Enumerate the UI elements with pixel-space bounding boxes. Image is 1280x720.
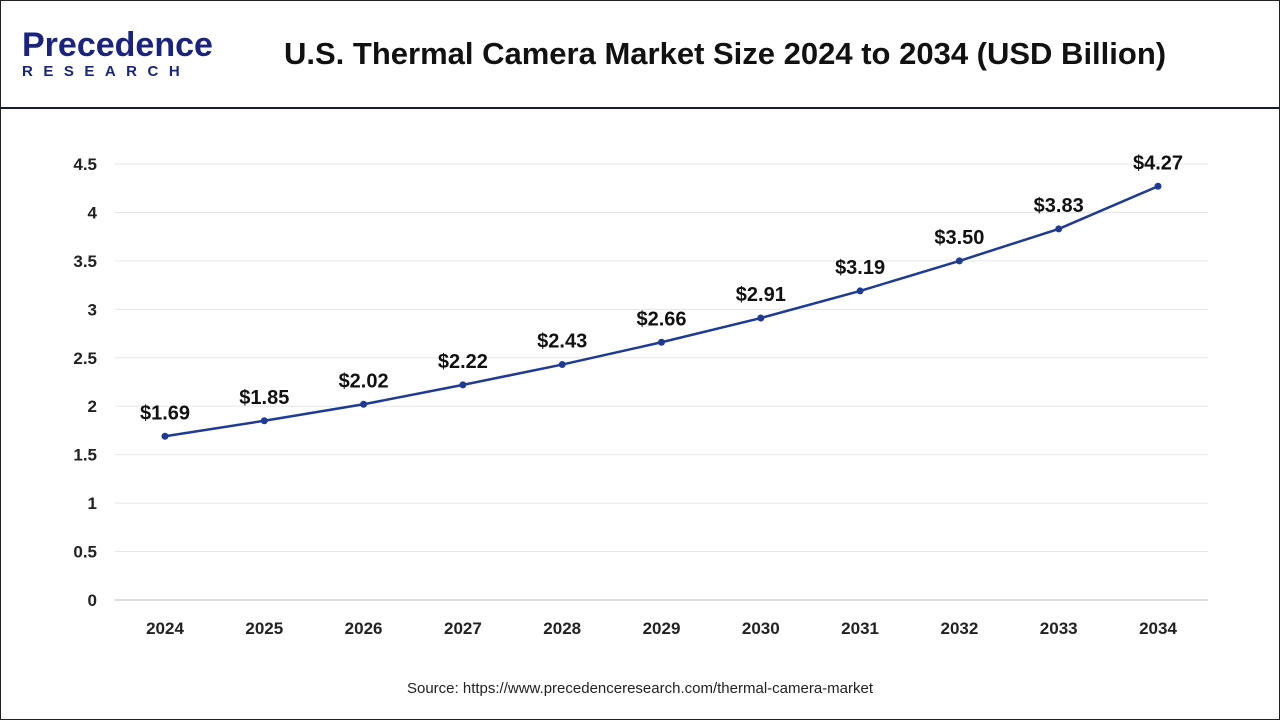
x-tick-label: 2027 xyxy=(444,619,482,638)
x-tick-label: 2032 xyxy=(940,619,978,638)
y-tick-label: 2 xyxy=(88,397,97,416)
data-label: $2.02 xyxy=(339,370,389,392)
y-tick-label: 4.5 xyxy=(73,155,97,174)
y-tick-label: 2.5 xyxy=(73,349,97,368)
y-tick-label: 1.5 xyxy=(73,446,97,465)
header-divider xyxy=(0,107,1280,109)
x-tick-label: 2029 xyxy=(643,619,681,638)
data-label: $3.83 xyxy=(1034,195,1084,217)
data-point xyxy=(955,257,963,265)
chart-title: U.S. Thermal Camera Market Size 2024 to … xyxy=(284,36,1167,71)
data-label: $3.50 xyxy=(934,227,984,249)
data-label: $2.91 xyxy=(736,284,786,306)
data-point xyxy=(459,381,467,389)
y-tick-label: 3 xyxy=(88,300,97,319)
data-label: $2.66 xyxy=(636,308,686,330)
y-tick-label: 1 xyxy=(88,494,97,513)
data-point xyxy=(658,338,665,346)
x-tick-label: 2028 xyxy=(543,619,581,638)
x-tick-label: 2033 xyxy=(1040,619,1078,638)
data-point xyxy=(1154,182,1162,190)
x-tick-label: 2026 xyxy=(345,619,383,638)
data-point xyxy=(161,432,169,440)
x-tick-label: 2034 xyxy=(1139,619,1177,638)
data-label: $2.43 xyxy=(537,331,587,353)
data-point xyxy=(757,314,765,322)
x-tick-label: 2024 xyxy=(146,619,184,638)
data-label: $3.19 xyxy=(835,257,885,279)
data-point xyxy=(558,361,566,369)
x-tick-label: 2030 xyxy=(742,619,780,638)
logo-main-text: Precedence xyxy=(22,26,213,64)
y-tick-label: 0.5 xyxy=(73,543,97,562)
logo-sub-text: RESEARCH xyxy=(22,63,191,80)
x-tick-label: 2031 xyxy=(841,619,879,638)
logo: Precedence RESEARCH xyxy=(22,28,213,80)
data-point xyxy=(856,287,864,295)
x-tick-label: 2025 xyxy=(245,619,283,638)
data-point xyxy=(260,417,268,425)
data-label: $1.85 xyxy=(239,387,289,409)
y-tick-label: 0 xyxy=(88,591,97,610)
data-point xyxy=(1055,225,1063,233)
source-note: Source: https://www.precedenceresearch.c… xyxy=(406,680,873,697)
data-label: $2.22 xyxy=(438,351,488,373)
y-tick-label: 3.5 xyxy=(73,252,97,271)
data-label: $4.27 xyxy=(1133,152,1183,174)
data-label: $1.69 xyxy=(140,402,190,424)
data-point xyxy=(360,400,368,408)
y-tick-label: 4 xyxy=(88,203,98,222)
